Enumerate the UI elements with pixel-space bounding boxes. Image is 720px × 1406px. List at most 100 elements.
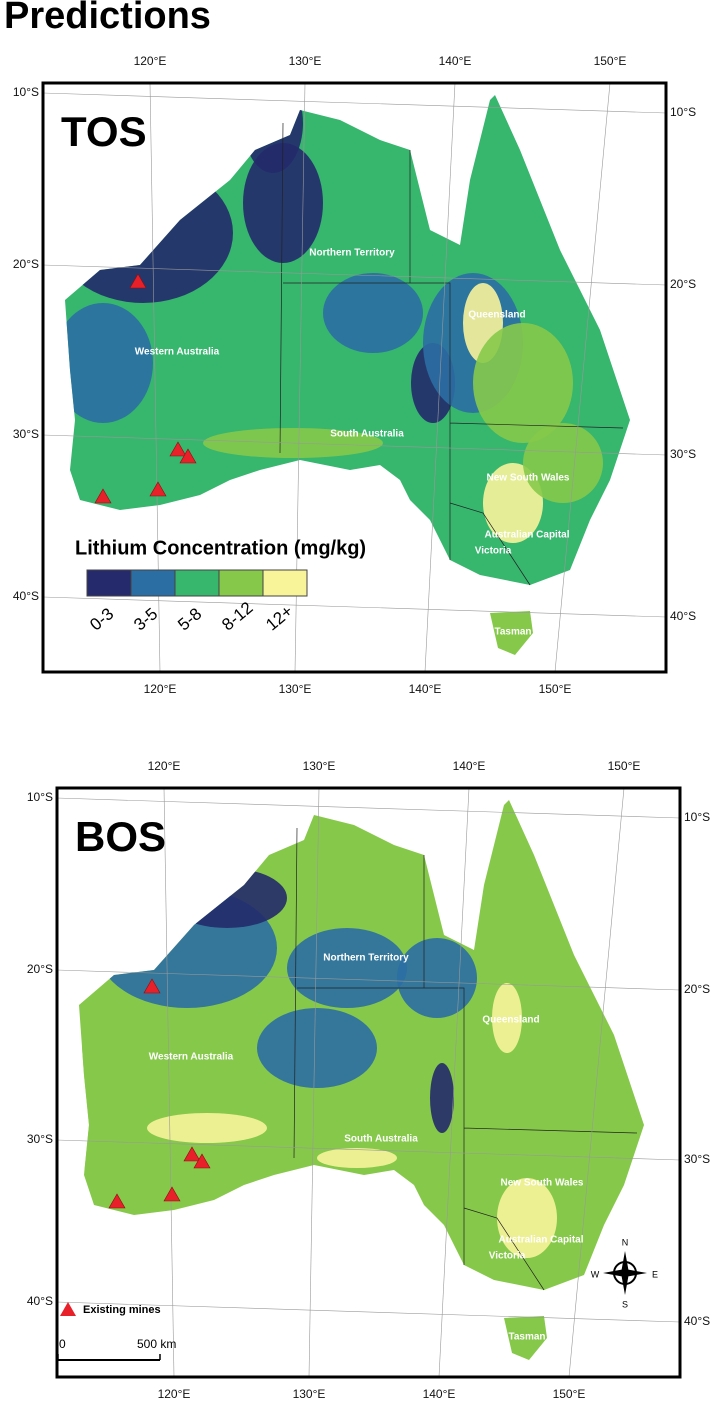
scale-label: 500 km <box>137 1337 176 1351</box>
legend-mine-marker <box>60 1302 76 1316</box>
legend-label: 12+ <box>262 601 296 634</box>
latitude-label: 40°S <box>27 1294 53 1308</box>
mine-marker <box>183 1146 201 1162</box>
graticule-line <box>42 596 667 618</box>
scale-label: 0 <box>59 1337 66 1351</box>
concentration-patch <box>323 273 423 353</box>
concentration-patch <box>497 1178 557 1258</box>
mine-marker <box>169 441 187 457</box>
concentration-patch <box>483 463 543 543</box>
concentration-patch <box>527 1028 607 1148</box>
concentration-patch <box>430 1063 454 1133</box>
legend-title: Lithium Concentration (mg/kg) <box>75 537 366 559</box>
longitude-label: 120°E <box>144 682 177 696</box>
graticule-line <box>56 1139 681 1161</box>
graticule-line <box>42 264 667 286</box>
longitude-label: 130°E <box>279 682 312 696</box>
legend-label: 5-8 <box>174 604 205 634</box>
concentration-patch <box>65 303 153 423</box>
concentration-patch <box>167 868 287 928</box>
region-label: Victoria <box>489 1251 526 1262</box>
legend-swatch <box>130 569 176 597</box>
region-label: South Australia <box>344 1134 418 1145</box>
graticule-line <box>42 434 667 456</box>
panel-label: BOS <box>75 813 166 860</box>
region-label: New South Wales <box>501 1178 584 1189</box>
state-border <box>293 827 638 1291</box>
region-label: Northern Territory <box>323 953 409 964</box>
region-label: Northern Territory <box>309 248 395 259</box>
mine-marker <box>193 1153 211 1169</box>
graticule-line <box>56 969 681 991</box>
latitude-label: 40°S <box>684 1314 710 1328</box>
mine-marker <box>143 978 161 994</box>
map-panel: 10°S 10°S 20°S 20°S 30°S 30°S 40°S 40°S 120°E 120… <box>13 54 696 696</box>
legend-label: 0-3 <box>86 604 117 634</box>
state-border <box>279 122 624 586</box>
concentration-patch <box>492 983 522 1053</box>
legend-swatch <box>86 569 132 597</box>
longitude-label: 120°E <box>134 54 167 68</box>
concentration-patch <box>287 928 407 1008</box>
mine-marker <box>94 488 112 504</box>
longitude-label: 150°E <box>594 54 627 68</box>
longitude-label: 120°E <box>148 759 181 773</box>
longitude-label: 150°E <box>553 1387 586 1401</box>
region-label: Victoria <box>475 546 512 557</box>
longitude-label: 130°E <box>293 1387 326 1401</box>
panel-label: TOS <box>61 108 147 155</box>
latitude-label: 40°S <box>13 589 39 603</box>
concentration-patch <box>79 1038 127 1178</box>
latitude-label: 30°S <box>670 447 696 461</box>
longitude-label: 130°E <box>303 759 336 773</box>
concentration-patch <box>257 1008 377 1088</box>
latitude-label: 30°S <box>684 1152 710 1166</box>
concentration-patch <box>397 938 477 1018</box>
tasmania <box>504 1316 547 1360</box>
compass-label: S <box>622 1299 628 1309</box>
compass-label: E <box>652 1269 658 1279</box>
map-frame <box>55 786 682 1379</box>
region-label: Australian Capital <box>484 530 569 541</box>
longitude-label: 140°E <box>423 1387 456 1401</box>
region-label: Australian Capital <box>498 1235 583 1246</box>
longitude-label: 140°E <box>453 759 486 773</box>
latitude-label: 20°S <box>27 962 53 976</box>
region-label: South Australia <box>330 429 404 440</box>
map-panel: 10°S 10°S 20°S 20°S 30°S 30°S 40°S 40°S 120°E 120… <box>27 759 710 1401</box>
map-frame <box>41 81 668 674</box>
mine-marker <box>108 1193 126 1209</box>
graticule-line <box>438 787 470 1378</box>
compass-label: N <box>622 1237 629 1247</box>
figure-title: Predictions <box>4 0 211 37</box>
latitude-label: 20°S <box>670 277 696 291</box>
latitude-label: 10°S <box>13 85 39 99</box>
concentration-patch <box>523 423 603 503</box>
legend-swatch <box>174 569 220 597</box>
legend-label: 3-5 <box>130 604 161 634</box>
graticule-line <box>424 82 456 673</box>
region-label: Queensland <box>482 1015 539 1026</box>
longitude-label: 130°E <box>289 54 322 68</box>
region-label: Tasman <box>494 627 531 638</box>
latitude-label: 10°S <box>27 790 53 804</box>
concentration-patch <box>243 95 303 173</box>
latitude-label: 20°S <box>13 257 39 271</box>
graticule-line <box>554 82 611 673</box>
mines-legend-label: Existing mines <box>83 1304 161 1316</box>
latitude-label: 10°S <box>670 105 696 119</box>
mine-marker <box>149 481 167 497</box>
mine-marker <box>163 1186 181 1202</box>
compass-label: W <box>591 1269 600 1279</box>
mine-marker <box>129 273 147 289</box>
concentration-patch <box>147 1113 267 1143</box>
region-label: Western Australia <box>149 1052 234 1063</box>
latitude-label: 30°S <box>13 427 39 441</box>
longitude-label: 150°E <box>608 759 641 773</box>
graticule-line <box>42 92 667 114</box>
legend-swatch <box>262 569 308 597</box>
longitude-label: 140°E <box>409 682 442 696</box>
legend-swatch <box>218 569 264 597</box>
